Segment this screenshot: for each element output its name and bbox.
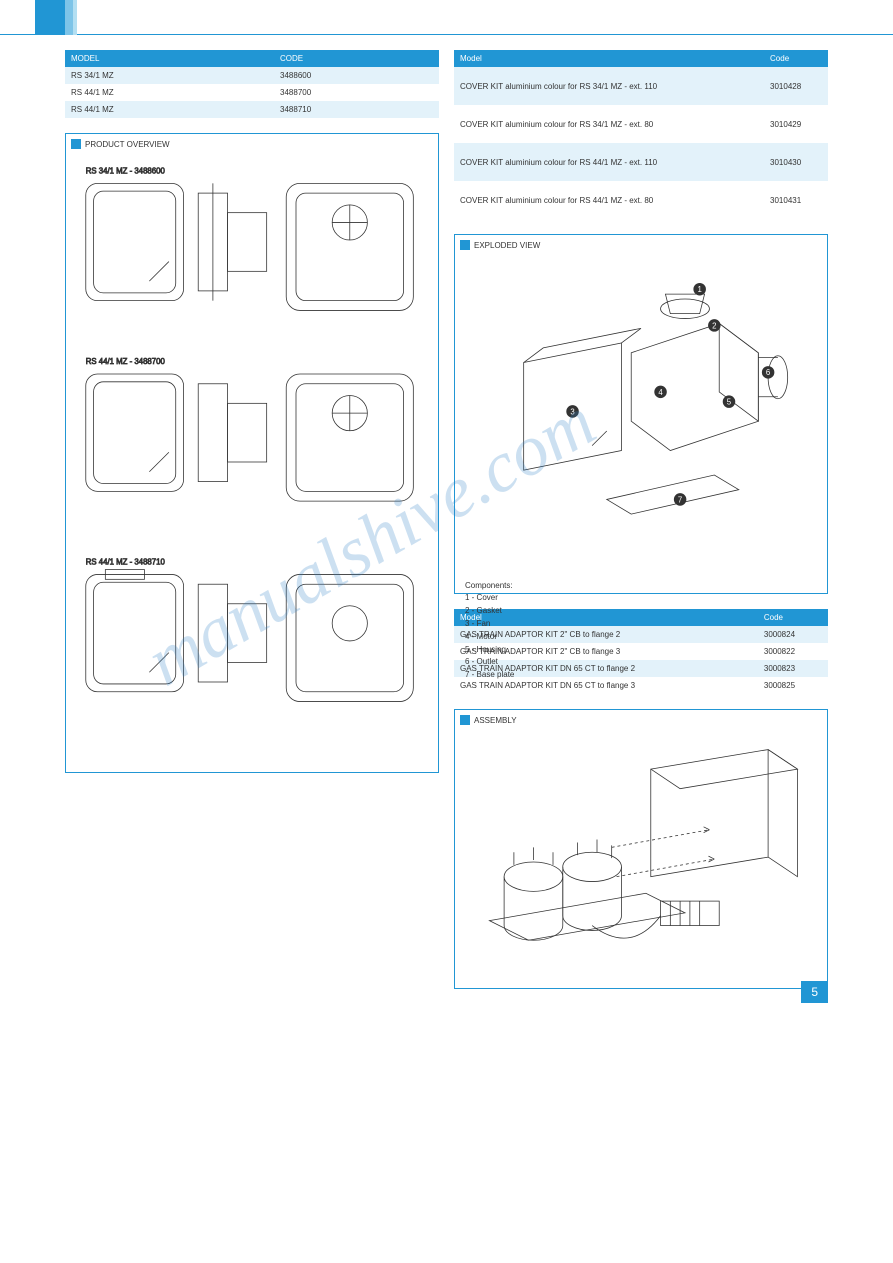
exploded-diagram: 1 2 3 4 5 6 7 bbox=[465, 255, 817, 578]
svg-text:5: 5 bbox=[727, 398, 732, 407]
svg-text:7: 7 bbox=[678, 495, 682, 504]
svg-text:6: 6 bbox=[766, 368, 770, 377]
table-row: RS 34/1 MZ3488600 bbox=[65, 67, 439, 84]
figure-product-overview: PRODUCT OVERVIEW RS 34/1 MZ - 3488600 bbox=[65, 133, 439, 773]
figure2-label: EXPLODED VIEW bbox=[474, 241, 540, 250]
header-tab-main bbox=[35, 0, 65, 35]
table-row: RS 44/1 MZ3488700 bbox=[65, 84, 439, 101]
figure-marker-icon bbox=[460, 715, 470, 725]
cover-kit-table: Model Code COVER KIT aluminium colour fo… bbox=[454, 50, 828, 219]
group1-label: RS 34/1 MZ - 3488600 bbox=[86, 167, 166, 176]
figure1-label: PRODUCT OVERVIEW bbox=[85, 140, 170, 149]
svg-text:2: 2 bbox=[712, 321, 716, 330]
page-number: 5 bbox=[801, 981, 828, 1003]
table-row: COVER KIT aluminium colour for RS 34/1 M… bbox=[454, 67, 828, 105]
figure-marker-icon bbox=[460, 240, 470, 250]
overview-diagram: RS 34/1 MZ - 3488600 RS bbox=[76, 154, 428, 750]
svg-text:3: 3 bbox=[570, 407, 574, 416]
table2-header-code: Code bbox=[764, 50, 828, 67]
group3-label: RS 44/1 MZ - 3488710 bbox=[86, 558, 166, 567]
header-bar bbox=[0, 0, 893, 35]
figure3-label: ASSEMBLY bbox=[474, 716, 517, 725]
header-tab-light bbox=[65, 0, 73, 35]
footer: 5 bbox=[801, 985, 828, 999]
model-code-table-1: MODEL CODE RS 34/1 MZ3488600 RS 44/1 MZ3… bbox=[65, 50, 439, 118]
header-tab-lighter bbox=[73, 0, 77, 35]
table1-header-code: CODE bbox=[274, 50, 439, 67]
group2-label: RS 44/1 MZ - 3488700 bbox=[86, 357, 166, 366]
svg-text:4: 4 bbox=[658, 388, 663, 397]
table2-header-model: Model bbox=[454, 50, 764, 67]
figure-assembly: ASSEMBLY bbox=[454, 709, 828, 989]
table-row: RS 44/1 MZ3488710 bbox=[65, 101, 439, 118]
table-row: COVER KIT aluminium colour for RS 44/1 M… bbox=[454, 181, 828, 219]
assembly-diagram bbox=[465, 730, 817, 974]
svg-text:1: 1 bbox=[697, 285, 701, 294]
figure-marker-icon bbox=[71, 139, 81, 149]
figure-exploded: EXPLODED VIEW bbox=[454, 234, 828, 594]
table-row: COVER KIT aluminium colour for RS 44/1 M… bbox=[454, 143, 828, 181]
table1-header-model: MODEL bbox=[65, 50, 274, 67]
table-row: COVER KIT aluminium colour for RS 34/1 M… bbox=[454, 105, 828, 143]
components-list: Components: 1 - Cover 2 - Gasket 3 - Fan… bbox=[465, 578, 817, 684]
